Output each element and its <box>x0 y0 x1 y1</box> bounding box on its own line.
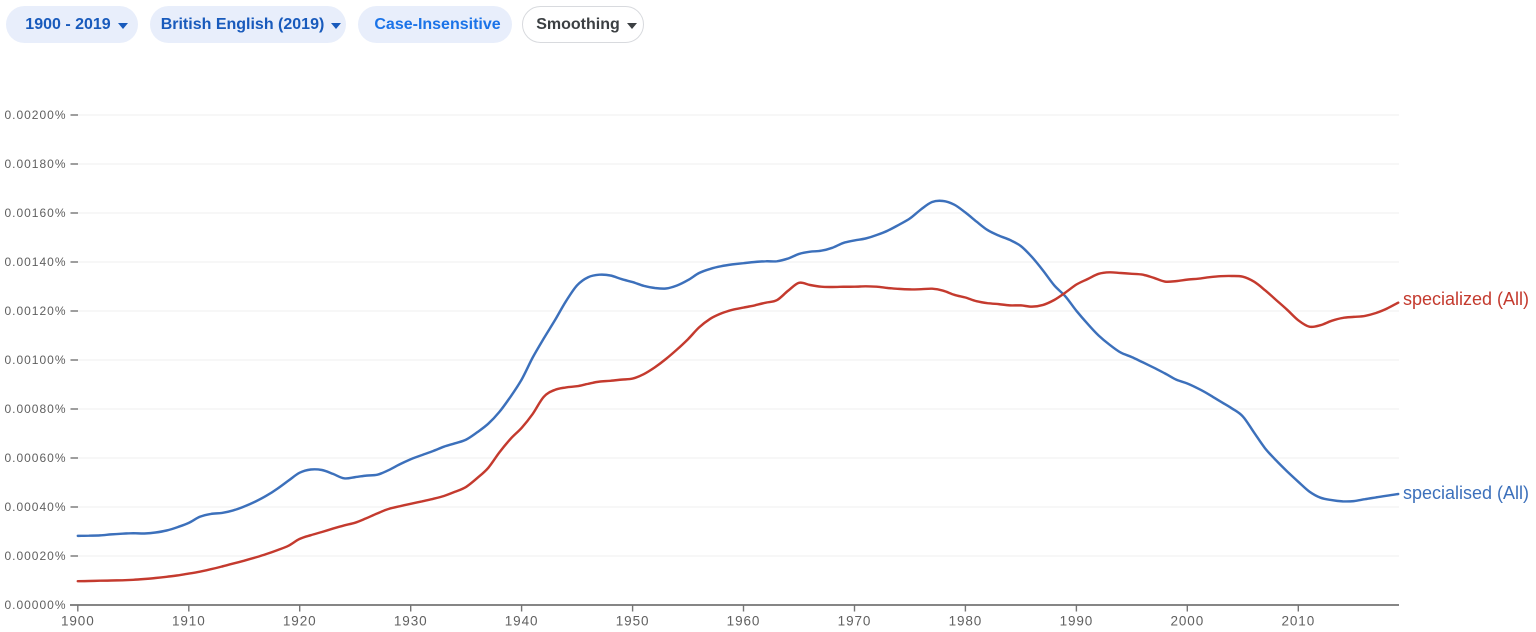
svg-text:1950: 1950 <box>616 614 650 629</box>
svg-text:0.00020%: 0.00020% <box>4 549 66 563</box>
svg-text:0.00180%: 0.00180% <box>4 157 66 171</box>
svg-text:0.00080%: 0.00080% <box>4 402 66 416</box>
svg-text:1940: 1940 <box>505 614 539 629</box>
svg-text:1930: 1930 <box>394 614 428 629</box>
svg-text:1960: 1960 <box>727 614 761 629</box>
svg-text:1990: 1990 <box>1060 614 1094 629</box>
svg-text:0.00140%: 0.00140% <box>4 255 66 269</box>
svg-text:1980: 1980 <box>949 614 983 629</box>
svg-text:0.00060%: 0.00060% <box>4 451 66 465</box>
svg-text:1900: 1900 <box>61 614 95 629</box>
svg-text:0.00000%: 0.00000% <box>4 598 66 612</box>
svg-text:1920: 1920 <box>283 614 317 629</box>
svg-text:0.00160%: 0.00160% <box>4 206 66 220</box>
svg-text:0.00120%: 0.00120% <box>4 304 66 318</box>
svg-text:2010: 2010 <box>1281 614 1315 629</box>
svg-text:0.00200%: 0.00200% <box>4 108 66 122</box>
svg-text:0.00040%: 0.00040% <box>4 500 66 514</box>
svg-text:1970: 1970 <box>838 614 872 629</box>
svg-text:2000: 2000 <box>1170 614 1204 629</box>
svg-text:0.00100%: 0.00100% <box>4 353 66 367</box>
svg-text:1910: 1910 <box>172 614 206 629</box>
